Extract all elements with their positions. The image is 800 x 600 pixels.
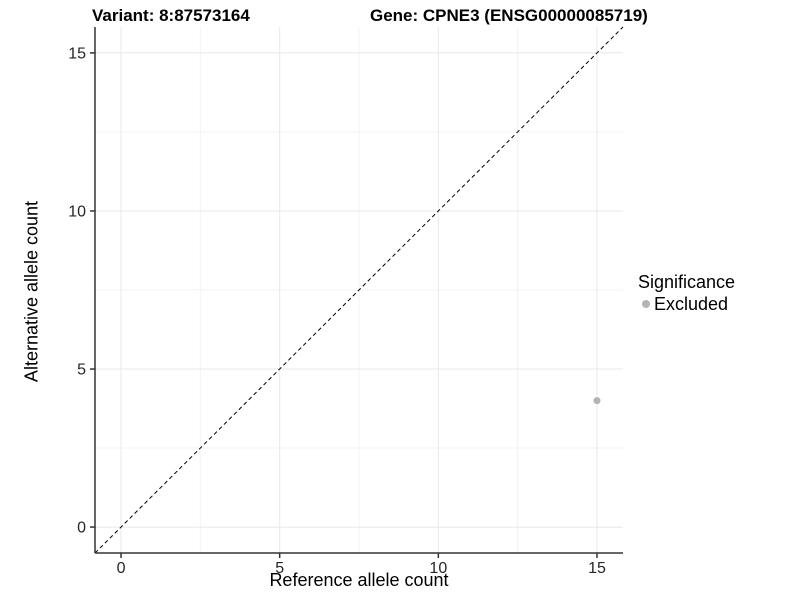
y-axis-title: Alternative allele count xyxy=(21,200,42,383)
plot-title-gene: Gene: CPNE3 (ENSG00000085719) xyxy=(370,6,648,25)
y-tick-label: 10 xyxy=(68,203,86,220)
x-tick-label: 15 xyxy=(588,560,606,577)
y-tick-label: 5 xyxy=(77,362,86,379)
y-tick-label: 15 xyxy=(68,45,86,62)
legend: Significance Excluded xyxy=(638,271,735,315)
x-tick-label: 0 xyxy=(117,560,126,577)
identity-dashed-line xyxy=(94,26,624,554)
legend-item-excluded: Excluded xyxy=(638,293,735,315)
legend-title: Significance xyxy=(638,272,736,292)
x-axis-title: Reference allele count xyxy=(269,570,449,590)
legend-item-label: Excluded xyxy=(654,293,729,314)
y-tick-label: 0 xyxy=(77,520,86,537)
excluded-point-icon xyxy=(642,300,650,308)
x-tick-label: 5 xyxy=(275,560,284,577)
plot-title-variant: Variant: 8:87573164 xyxy=(92,6,250,25)
legend-key xyxy=(638,296,654,312)
data-point-excluded xyxy=(593,397,601,405)
x-tick-label: 10 xyxy=(429,560,447,577)
